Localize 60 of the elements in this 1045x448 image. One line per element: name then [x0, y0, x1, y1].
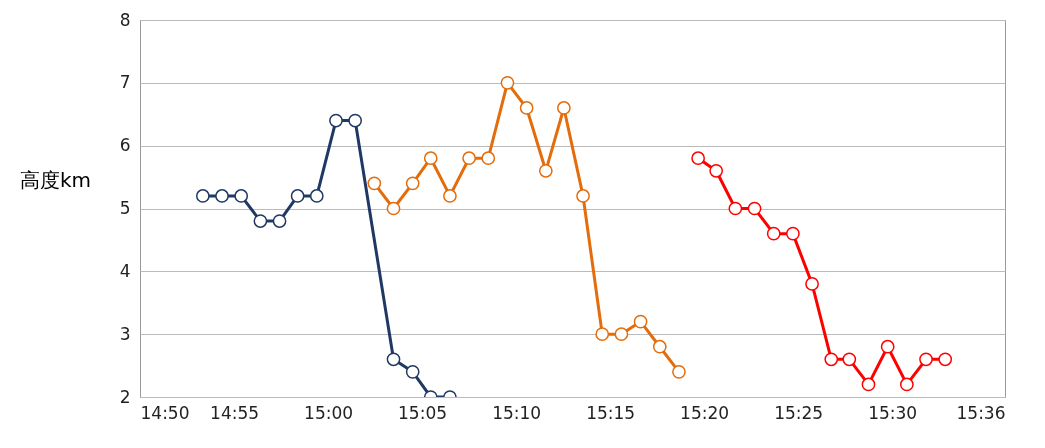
y-tick-label: 5 [119, 198, 131, 218]
x-tick-label: 15:25 [774, 402, 824, 423]
point [786, 226, 800, 241]
point [766, 226, 781, 241]
point [709, 163, 724, 178]
y-tick-label: 2 [119, 386, 131, 407]
x-tick-label: 14:55 [210, 402, 260, 423]
x-tick-label: 14:50 [140, 402, 190, 423]
point [805, 277, 819, 291]
point [329, 113, 343, 128]
point [652, 339, 667, 354]
point [348, 113, 363, 128]
point [500, 75, 515, 90]
point [386, 352, 401, 367]
point [309, 189, 324, 203]
y-tick-label: 6 [119, 135, 131, 156]
x-tick-label: 15:10 [492, 402, 542, 423]
point [728, 201, 743, 216]
point [747, 201, 762, 216]
point [272, 214, 287, 228]
point [938, 352, 953, 367]
point [824, 352, 839, 367]
y-tick-label: 7 [119, 72, 131, 93]
point [195, 189, 210, 203]
point [386, 201, 401, 216]
point [633, 314, 648, 329]
point [880, 339, 895, 354]
x-tick-label: 15:00 [304, 402, 354, 423]
point [614, 327, 629, 342]
point [367, 176, 382, 191]
y-tick-label: 3 [119, 323, 131, 344]
point [423, 151, 438, 166]
x-tick-label: 15:36 [956, 402, 1006, 423]
point [290, 189, 305, 203]
y-axis-title: 高度km [19, 167, 92, 192]
point [557, 101, 571, 115]
y-tick-label: 8 [119, 9, 131, 30]
point [595, 327, 610, 342]
point [443, 189, 457, 203]
point [691, 151, 705, 166]
point [576, 189, 590, 203]
point [405, 176, 420, 191]
y-tick-label: 4 [119, 260, 131, 281]
point [861, 377, 876, 392]
point [481, 151, 496, 166]
point [538, 163, 553, 178]
point [462, 151, 476, 166]
point [234, 189, 249, 203]
point [215, 189, 229, 203]
x-tick-label: 15:15 [586, 402, 636, 423]
x-tick-label: 15:20 [680, 402, 730, 423]
x-tick-label: 15:30 [868, 402, 918, 423]
point [405, 365, 420, 379]
point [253, 214, 268, 228]
point [519, 101, 534, 115]
point [899, 377, 914, 392]
point [919, 352, 933, 367]
x-tick-label: 15:05 [398, 402, 448, 423]
point [672, 365, 686, 379]
point [842, 352, 857, 367]
